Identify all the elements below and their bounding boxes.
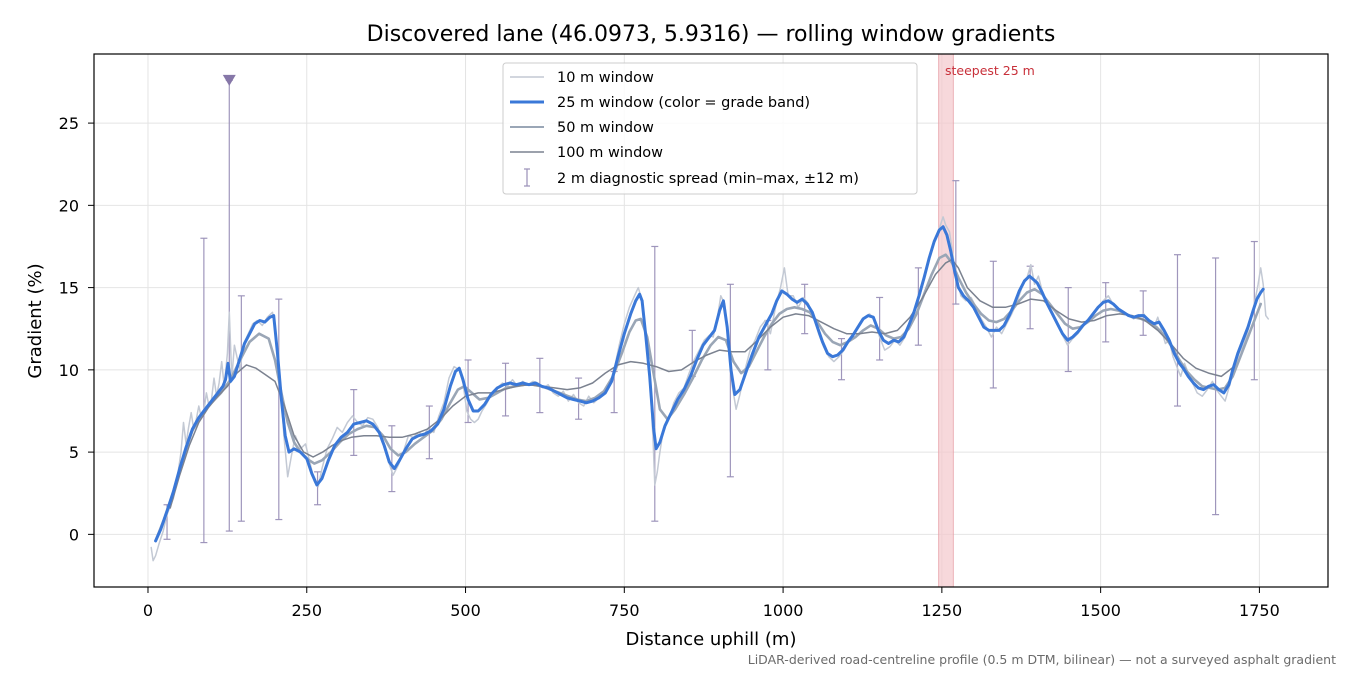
plot-frame <box>93 53 1329 588</box>
y-tick-label: 5 <box>69 443 79 462</box>
y-tick-label: 0 <box>69 525 79 544</box>
errorbar <box>989 260 997 389</box>
legend-swatch-errorbar <box>524 168 530 187</box>
errorbar <box>1102 282 1110 343</box>
errorbar <box>237 295 245 522</box>
series-line-25-m-window <box>1181 366 1235 395</box>
y-tick-label: 10 <box>59 361 79 380</box>
errorbar <box>952 180 960 305</box>
errorbar <box>350 388 358 456</box>
y-tick-label: 20 <box>59 196 79 215</box>
y-tick-label: 15 <box>59 279 79 298</box>
legend-box <box>502 62 918 195</box>
x-tick-label: 0 <box>143 601 153 620</box>
x-axis-label: Distance uphill (m) <box>626 629 797 650</box>
errorbar <box>726 283 734 478</box>
x-tick-label: 500 <box>450 601 481 620</box>
errorbar <box>200 237 208 544</box>
series-line-100-m-window <box>169 258 1235 509</box>
series-line-25-m-window <box>1231 287 1265 372</box>
chart-title: Discovered lane (46.0973, 5.9316) — roll… <box>367 22 1056 47</box>
y-axis-label: Gradient (%) <box>25 263 46 378</box>
x-tick-label: 1500 <box>1080 601 1121 620</box>
peak-marker <box>222 74 236 86</box>
errorbar <box>1139 290 1147 336</box>
legend-label-errorbar: 2 m diagnostic spread (min–max, ±12 m) <box>557 171 859 187</box>
legend-label-50m: 50 m window <box>557 120 654 136</box>
x-tick-label: 1750 <box>1239 601 1280 620</box>
axis-ticks: 0 250 500 750 1000 1250 1500 1750 0 5 10 15 20 25 <box>59 114 1280 620</box>
x-tick-label: 250 <box>291 601 322 620</box>
legend-label-100m: 100 m window <box>557 145 663 161</box>
y-tick-label: 25 <box>59 114 79 133</box>
x-tick-label: 1000 <box>763 601 804 620</box>
errorbar <box>1173 254 1181 407</box>
steepest-band-rect <box>938 53 954 588</box>
legend-label-25m: 25 m window (color = grade band) <box>557 95 810 111</box>
errorbar <box>275 298 283 521</box>
x-tick-label: 750 <box>609 601 640 620</box>
peak-marker-triangle <box>222 74 236 86</box>
errorbar <box>1064 286 1072 373</box>
x-tick-label: 1250 <box>921 601 962 620</box>
legend-label-10m: 10 m window <box>557 70 654 86</box>
series-line-25-m-window <box>154 225 1185 543</box>
gradient-series <box>150 216 1270 562</box>
errorbar <box>314 471 322 506</box>
steepest-label: steepest 25 m <box>945 63 1035 78</box>
footnote: LiDAR-derived road-centreline profile (0… <box>748 652 1336 667</box>
legend: 10 m window 25 m window (color = grade b… <box>502 62 918 195</box>
steepest-band <box>938 53 954 588</box>
